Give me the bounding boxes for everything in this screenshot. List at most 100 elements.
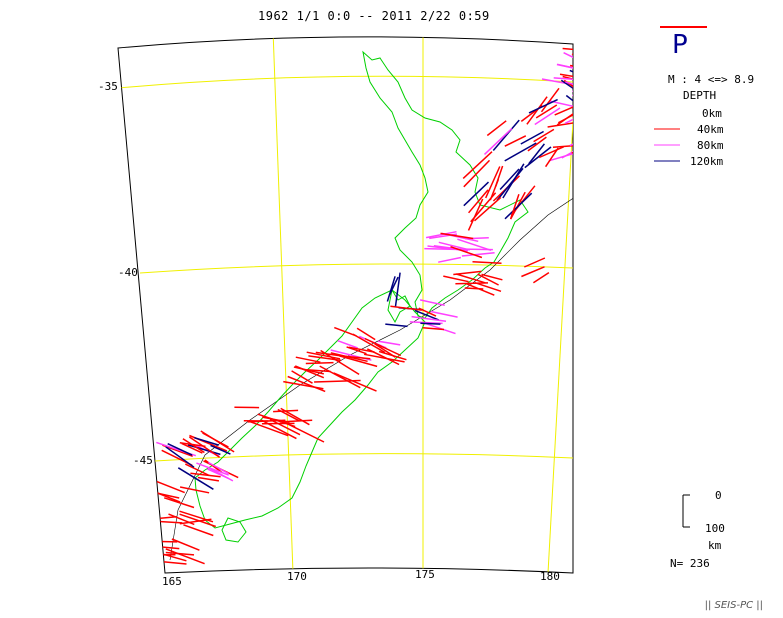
- event-marker: [377, 340, 401, 346]
- event-marker: [305, 361, 334, 365]
- coast-stewart-island: [221, 517, 247, 543]
- event-marker: [589, 182, 596, 209]
- event-marker: [504, 142, 537, 162]
- event-marker: [569, 133, 573, 147]
- event-marker: [589, 165, 614, 169]
- event-marker: [273, 409, 299, 413]
- event-marker: [154, 540, 178, 543]
- event-marker: [499, 168, 520, 191]
- event-marker: [466, 283, 495, 296]
- event-marker: [257, 413, 296, 428]
- event-marker: [424, 322, 456, 335]
- event-marker: [197, 476, 220, 482]
- legend-depth-label: DEPTH: [683, 89, 717, 102]
- event-marker: [165, 551, 195, 556]
- event-marker: [320, 349, 360, 376]
- legend-depth-120: 120km: [690, 155, 724, 168]
- event-marker: [385, 323, 408, 328]
- event-marker: [277, 408, 300, 422]
- event-marker: [564, 105, 573, 124]
- lat-label-40: -40: [118, 266, 138, 279]
- event-marker: [578, 103, 629, 106]
- event-marker: [534, 107, 561, 126]
- event-marker: [561, 142, 573, 159]
- event-marker: [583, 75, 631, 95]
- map-title: 1962 1/1 0:0 -- 2011 2/22 0:59: [258, 9, 490, 23]
- event-marker: [474, 196, 502, 222]
- lon-label-180: 180: [540, 570, 560, 583]
- event-marker: [390, 305, 422, 311]
- event-marker: [438, 256, 462, 263]
- event-marker: [388, 276, 399, 296]
- event-marker: [356, 327, 376, 341]
- event-marker: [165, 548, 205, 565]
- event-marker: [592, 47, 620, 66]
- event-marker: [592, 100, 626, 103]
- event-marker: [291, 370, 313, 384]
- event-marker: [547, 119, 573, 128]
- event-marker: [553, 77, 573, 82]
- event-marker: [535, 104, 558, 119]
- event-marker: [430, 310, 458, 318]
- event-marker: [386, 276, 396, 302]
- event-marker: [179, 513, 217, 528]
- event-marker: [502, 163, 525, 199]
- event-marker: [577, 161, 601, 178]
- event-marker: [287, 375, 326, 393]
- event-marker: [183, 524, 214, 537]
- event-marker: [592, 76, 621, 94]
- event-marker: [523, 257, 546, 268]
- coast-marlborough: [387, 288, 411, 324]
- event-marker: [582, 135, 618, 150]
- grid-lat-35: [118, 75, 573, 89]
- map-frame: [117, 36, 574, 574]
- event-marker: [179, 486, 210, 494]
- event-marker: [163, 497, 195, 509]
- event-marker: [156, 480, 185, 494]
- event-marker: [528, 143, 545, 165]
- event-marker: [319, 365, 361, 389]
- event-marker: [179, 518, 212, 525]
- grid-lon-170: [272, 36, 294, 573]
- event-marker: [194, 436, 219, 446]
- event-marker: [190, 472, 221, 478]
- event-marker: [509, 193, 520, 219]
- event-marker: [492, 119, 520, 151]
- event-marker: [569, 69, 573, 85]
- event-marker: [504, 192, 533, 220]
- event-marker: [596, 154, 626, 160]
- event-marker: [599, 88, 641, 117]
- event-marker: [453, 270, 482, 276]
- event-marker: [601, 134, 622, 148]
- event-count: N= 236: [670, 557, 710, 570]
- event-marker: [352, 333, 386, 354]
- event-marker: [533, 128, 555, 143]
- event-marker: [538, 146, 565, 159]
- event-marker: [269, 418, 301, 436]
- event-marker: [520, 130, 544, 145]
- event-marker: [411, 315, 447, 323]
- event-marker: [187, 444, 221, 456]
- event-marker: [572, 94, 573, 110]
- event-marker: [600, 94, 641, 99]
- event-marker: [419, 299, 445, 307]
- event-marker: [462, 151, 493, 179]
- event-marker: [470, 192, 497, 223]
- event-marker: [474, 281, 502, 293]
- event-marker: [486, 120, 507, 137]
- lon-label-165: 165: [162, 575, 182, 588]
- event-marker: [461, 252, 495, 257]
- scale-top-label: 0: [715, 489, 722, 502]
- event-marker: [571, 53, 573, 74]
- event-marker: [562, 75, 573, 87]
- event-marker: [342, 355, 371, 360]
- event-marker: [171, 538, 200, 551]
- event-marker: [556, 63, 573, 74]
- grid-lat-40: [139, 263, 573, 274]
- event-marker: [168, 513, 195, 526]
- event-marker: [554, 105, 573, 116]
- event-marker: [182, 438, 205, 454]
- event-marker: [585, 188, 592, 218]
- event-marker: [485, 166, 501, 199]
